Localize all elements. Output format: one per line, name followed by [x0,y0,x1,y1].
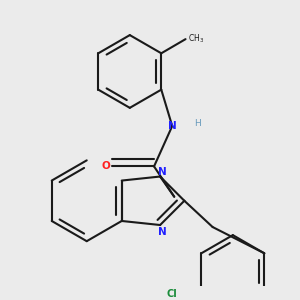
Text: Cl: Cl [166,289,177,299]
Text: H: H [194,119,201,128]
Text: N: N [158,227,167,237]
Text: N: N [168,121,177,131]
Text: CH$_3$: CH$_3$ [188,33,204,45]
Text: N: N [158,167,167,177]
Text: O: O [101,161,110,171]
